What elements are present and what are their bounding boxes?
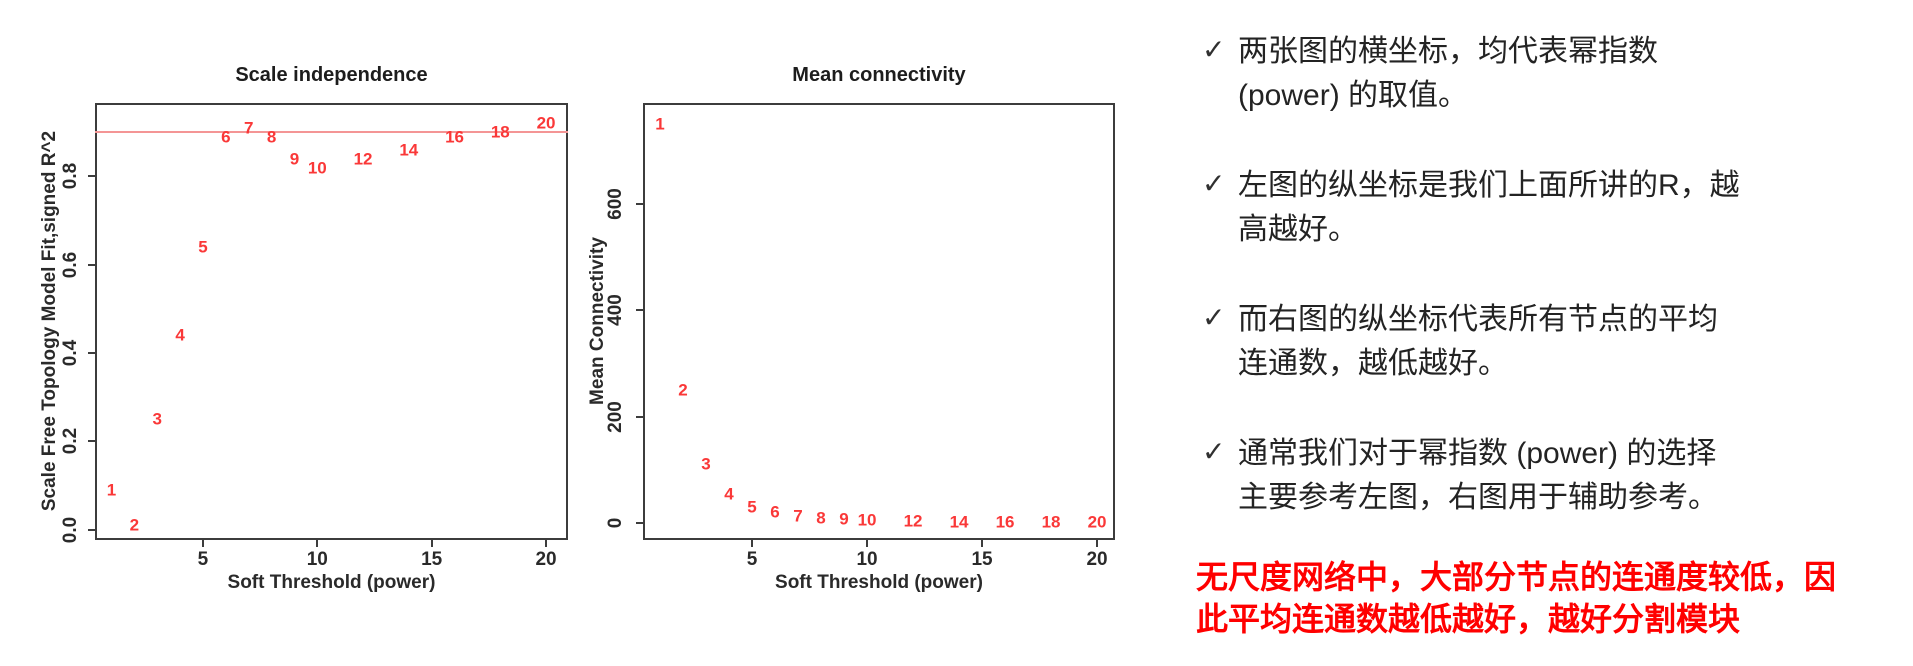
y-tick-label: 0.2 xyxy=(60,428,81,455)
checkmark-icon: ✓ xyxy=(1202,436,1226,467)
data-point-label: 3 xyxy=(152,409,162,429)
x-tick xyxy=(430,540,433,547)
data-point-label: 12 xyxy=(353,149,373,169)
x-tick-label: 20 xyxy=(535,549,557,570)
note-lines: 而右图的纵坐标代表所有节点的平均 连通数，越低越好。 xyxy=(1238,298,1718,386)
data-point-label: 2 xyxy=(129,515,140,535)
x-tick-label: 20 xyxy=(1086,549,1108,570)
note-line: 左图的纵坐标是我们上面所讲的R，越 xyxy=(1238,169,1740,202)
note-line: (power) 的取值。 xyxy=(1238,79,1469,112)
chart-title: Scale independence xyxy=(235,64,428,86)
x-tick xyxy=(545,540,548,547)
note-bullet: ✓ 通常我们对于幂指数 (power) 的选择 主要参考左图，右图用于辅助参考。 xyxy=(1202,432,1902,520)
checkmark-icon: ✓ xyxy=(1202,34,1226,65)
note-bullet: ✓ 两张图的横坐标，均代表幂指数 (power) 的取值。 xyxy=(1202,30,1902,118)
y-tick-label: 0.4 xyxy=(60,339,81,367)
y-tick-label: 200 xyxy=(605,400,626,433)
data-point-label: 3 xyxy=(701,454,711,474)
data-point-label: 16 xyxy=(995,512,1015,532)
data-point-label: 12 xyxy=(903,511,923,531)
warning-note: 无尺度网络中，大部分节点的连通度较低，因 此平均连通数越低越好，越好分割模块 xyxy=(1196,556,1836,640)
warning-line: 无尺度网络中，大部分节点的连通度较低，因 xyxy=(1196,559,1837,595)
data-point-label: 10 xyxy=(857,510,877,530)
x-tick-label: 10 xyxy=(856,549,878,570)
note-lines: 两张图的横坐标，均代表幂指数 (power) 的取值。 xyxy=(1238,30,1658,118)
y-tick xyxy=(636,202,643,205)
plot-box xyxy=(95,103,568,540)
note-bullet: ✓ 而右图的纵坐标代表所有节点的平均 连通数，越低越好。 xyxy=(1202,298,1902,386)
data-point-label: 20 xyxy=(1087,512,1107,532)
note-line: 高越好。 xyxy=(1238,213,1358,246)
x-tick xyxy=(866,540,869,547)
checkmark-icon: ✓ xyxy=(1202,168,1226,199)
y-tick-label: 0.0 xyxy=(60,516,81,544)
data-point-label: 4 xyxy=(175,325,185,345)
threshold-line xyxy=(95,131,568,134)
data-point-label: 9 xyxy=(289,149,300,169)
note-line: 主要参考左图，右图用于辅助参考。 xyxy=(1238,481,1718,514)
note-line: 通常我们对于幂指数 (power) 的选择 xyxy=(1238,437,1717,470)
note-line: 连通数，越低越好。 xyxy=(1238,347,1508,380)
data-point-label: 18 xyxy=(490,122,510,142)
data-point-label: 6 xyxy=(770,502,780,522)
y-tick xyxy=(636,309,643,312)
y-tick-label: 0.6 xyxy=(60,251,81,278)
x-tick-label: 15 xyxy=(421,549,443,570)
data-point-label: 2 xyxy=(678,380,688,400)
data-point-label: 9 xyxy=(839,509,849,529)
y-tick-label: 600 xyxy=(605,187,626,220)
x-tick-label: 5 xyxy=(746,549,758,570)
checkmark-icon: ✓ xyxy=(1202,302,1226,333)
y-tick xyxy=(88,263,95,266)
data-point-label: 14 xyxy=(399,140,419,160)
data-point-label: 8 xyxy=(266,127,277,147)
x-axis-title: Soft Threshold (power) xyxy=(227,572,436,593)
data-point-label: 10 xyxy=(307,158,327,177)
y-axis-title: Scale Free Topology Model Fit,signed R^2 xyxy=(39,130,60,512)
y-tick xyxy=(636,521,643,524)
data-point-label: 8 xyxy=(816,508,826,528)
y-tick xyxy=(88,352,95,355)
y-tick-label: 0 xyxy=(605,517,626,529)
note-line: 两张图的横坐标，均代表幂指数 xyxy=(1238,35,1658,68)
x-axis-title: Soft Threshold (power) xyxy=(775,572,983,593)
note-bullet: ✓ 左图的纵坐标是我们上面所讲的R，越 高越好。 xyxy=(1202,164,1902,252)
x-tick xyxy=(316,540,319,547)
note-lines: 通常我们对于幂指数 (power) 的选择 主要参考左图，右图用于辅助参考。 xyxy=(1238,432,1718,520)
data-point-label: 4 xyxy=(724,484,734,504)
x-tick xyxy=(1096,540,1099,547)
data-point-label: 14 xyxy=(949,512,969,532)
y-tick xyxy=(88,175,95,178)
chart-title: Mean connectivity xyxy=(792,64,966,86)
data-point-label: 16 xyxy=(445,127,465,147)
data-point-label: 5 xyxy=(198,237,208,257)
y-tick-label: 400 xyxy=(605,294,626,326)
x-tick xyxy=(201,540,204,547)
data-point-label: 5 xyxy=(747,497,757,517)
data-point-label: 7 xyxy=(243,118,254,138)
x-tick-label: 15 xyxy=(971,549,993,570)
data-point-label: 7 xyxy=(793,506,803,525)
x-tick xyxy=(751,540,754,547)
x-tick-label: 5 xyxy=(197,549,209,570)
data-point-label: 20 xyxy=(536,113,556,133)
y-tick-label: 0.8 xyxy=(60,163,81,190)
note-lines: 左图的纵坐标是我们上面所讲的R，越 高越好。 xyxy=(1238,164,1740,252)
x-tick-label: 10 xyxy=(306,549,328,570)
data-point-label: 1 xyxy=(106,480,117,500)
y-tick xyxy=(88,440,95,443)
warning-line: 此平均连通数越低越好，越好分割模块 xyxy=(1196,601,1741,637)
data-point-label: 18 xyxy=(1041,512,1061,532)
data-point-label: 1 xyxy=(655,114,665,134)
data-point-label: 6 xyxy=(221,127,231,147)
y-tick xyxy=(88,528,95,531)
y-tick xyxy=(636,415,643,418)
note-line: 而右图的纵坐标代表所有节点的平均 xyxy=(1238,303,1718,336)
x-tick xyxy=(981,540,984,547)
plot-box xyxy=(643,103,1115,540)
